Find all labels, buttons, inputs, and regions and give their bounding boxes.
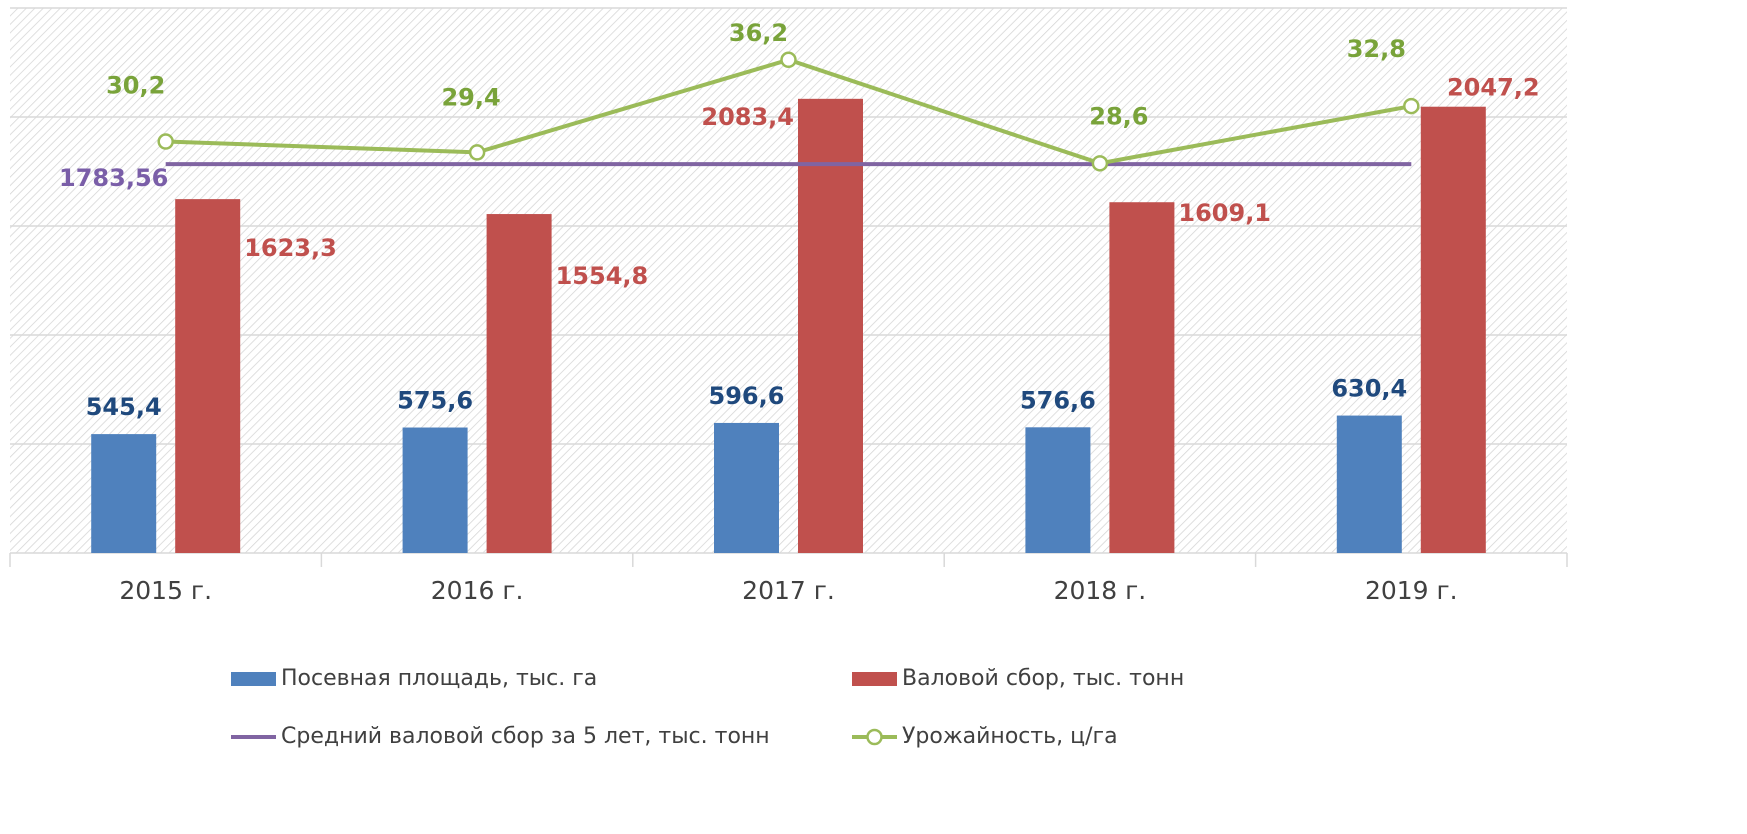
bar <box>1025 427 1091 553</box>
marker <box>468 144 486 161</box>
bar <box>798 98 863 554</box>
x-tick-label: 2017 г. <box>742 576 835 605</box>
bar <box>1109 202 1175 554</box>
legend-label: Посевная площадь, тыс. га <box>281 666 597 691</box>
x-tick-label: 2015 г. <box>119 576 212 605</box>
x-tick-label: 2019 г. <box>1365 576 1458 605</box>
plot-area <box>10 8 1567 553</box>
bar <box>1420 106 1486 554</box>
legend-label: Урожайность, ц/га <box>902 724 1118 749</box>
bar <box>486 214 552 554</box>
data-label: 36,2 <box>729 19 788 47</box>
data-label: 1623,3 <box>244 234 337 262</box>
marker <box>780 51 797 69</box>
data-label: 630,4 <box>1331 375 1407 403</box>
data-label: 575,6 <box>397 387 473 415</box>
data-label: 545,4 <box>86 393 162 421</box>
data-label: 2047,2 <box>1447 74 1540 102</box>
x-tick-label: 2018 г. <box>1054 576 1147 605</box>
bar <box>175 199 241 553</box>
marker <box>1091 155 1109 172</box>
x-tick-label: 2016 г. <box>431 576 524 605</box>
data-label: 1783,56 <box>59 164 168 192</box>
data-label: 30,2 <box>106 72 165 100</box>
legend-label: Средний валовой сбор за 5 лет, тыс. тонн <box>281 724 770 749</box>
data-label: 1554,8 <box>556 262 649 290</box>
data-label: 32,8 <box>1347 35 1406 63</box>
data-label: 576,6 <box>1020 386 1096 414</box>
legend-marker <box>866 728 883 746</box>
data-label: 2083,4 <box>701 103 794 131</box>
bar <box>714 422 779 553</box>
data-label: 29,4 <box>441 83 500 111</box>
data-label: 28,6 <box>1089 102 1148 130</box>
bar <box>91 434 157 553</box>
bar <box>1336 415 1402 553</box>
data-label: 1609,1 <box>1178 199 1271 227</box>
legend-swatch <box>231 672 276 686</box>
marker <box>1403 97 1420 115</box>
bar <box>402 427 468 553</box>
marker <box>157 133 174 150</box>
legend-swatch <box>852 672 897 686</box>
legend-label: Валовой сбор, тыс. тонн <box>902 666 1184 691</box>
data-label: 596,6 <box>709 382 785 410</box>
